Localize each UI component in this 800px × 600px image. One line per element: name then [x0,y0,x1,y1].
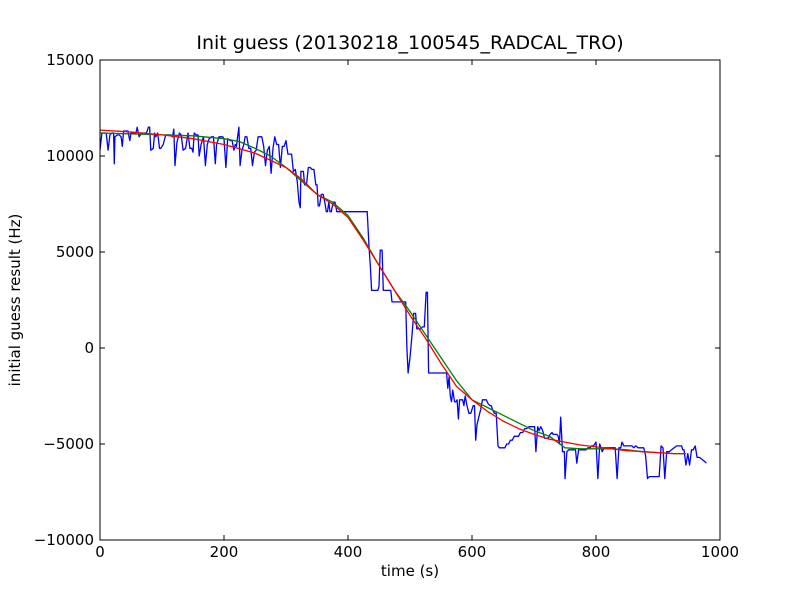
series-layer [100,126,707,480]
y-tick-label: 0 [84,339,94,357]
y-tick-label: 5000 [56,243,94,261]
chart-title: Init guess (20130218_100545_RADCAL_TRO) [196,32,623,54]
x-tick-label: 800 [582,543,611,561]
x-tick-label: 600 [458,543,487,561]
x-tick-label: 400 [334,543,363,561]
x-axis-label: time (s) [381,562,439,580]
y-tick-label: 10000 [46,147,94,165]
y-tick-label: −5000 [43,435,94,453]
y-tick-label: 15000 [46,51,94,69]
y-axis-label: initial guess result (Hz) [6,214,24,387]
x-tick-label: 200 [210,543,239,561]
x-tick-label: 1000 [701,543,739,561]
x-axis: 0 200 400 600 800 1000 [95,60,739,561]
series-line-2 [100,129,686,455]
y-axis: −10000 −5000 0 5000 10000 15000 [34,51,720,549]
plot-frame [99,59,721,541]
x-tick-label: 0 [95,543,105,561]
series-line-1 [100,132,686,455]
y-tick-label: −10000 [34,531,94,549]
